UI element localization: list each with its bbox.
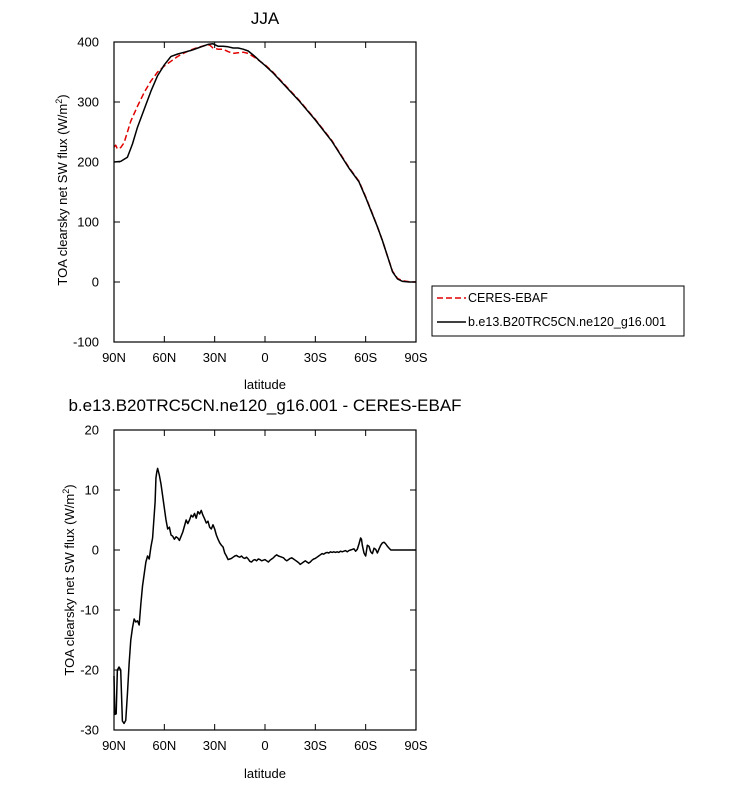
top-y-tick-label-4: 0 (92, 275, 99, 290)
bottom-y-axis-label: TOA clearsky net SW flux (W/m2) (61, 484, 77, 675)
top-series-line-1 (113, 43, 416, 283)
top-x-tick-label-2: 30N (203, 350, 227, 365)
top-line-chart: JJA TOA clearsky net SW flux (W/m2) lati… (54, 9, 685, 392)
top-chart-title: JJA (251, 9, 280, 28)
bottom-plot-frame (113, 429, 417, 731)
top-series-line-0 (113, 44, 417, 283)
svg-text:TOA clearsky net SW flux (W/m2: TOA clearsky net SW flux (W/m2) (61, 484, 77, 675)
top-y-tick-label-3: 100 (77, 215, 99, 230)
bottom-y-tick-label-1: 10 (85, 483, 99, 498)
top-x-tick-label-0: 90N (102, 350, 126, 365)
legend-label-model: b.e13.B20TRC5CN.ne120_g16.001 (468, 315, 666, 329)
top-x-axis-label: latitude (244, 377, 286, 392)
bottom-y-tick-label-3: -10 (80, 603, 99, 618)
top-y-axis-label: TOA clearsky net SW flux (W/m2) (54, 94, 70, 285)
top-x-tick-label-3: 0 (261, 350, 268, 365)
bottom-chart-title: b.e13.B20TRC5CN.ne120_g16.001 - CERES-EB… (68, 396, 461, 415)
top-y-tick-label-2: 200 (77, 155, 99, 170)
top-x-tick-label-4: 30S (304, 350, 327, 365)
bottom-x-tick-label-3: 0 (261, 738, 268, 753)
top-y-tick-label-0: 400 (77, 35, 99, 50)
bottom-x-tick-label-4: 30S (304, 738, 327, 753)
legend-box (431, 285, 685, 337)
top-plot-frame (113, 41, 417, 343)
bottom-x-tick-label-5: 60S (354, 738, 377, 753)
legend-label-ceres: CERES-EBAF (468, 291, 548, 305)
bottom-x-tick-label-1: 60N (152, 738, 176, 753)
difference-line-chart: b.e13.B20TRC5CN.ne120_g16.001 - CERES-EB… (61, 396, 462, 781)
bottom-x-tick-label-2: 30N (203, 738, 227, 753)
bottom-x-axis-label: latitude (244, 766, 286, 781)
bottom-y-tick-label-5: -30 (80, 723, 99, 738)
top-x-tick-label-6: 90S (404, 350, 427, 365)
bottom-x-tick-label-0: 90N (102, 738, 126, 753)
legend: CERES-EBAF b.e13.B20TRC5CN.ne120_g16.001 (431, 285, 685, 337)
bottom-series-line-0 (113, 467, 416, 725)
top-y-tick-label-5: -100 (73, 335, 99, 350)
bottom-y-tick-label-0: 20 (85, 423, 99, 438)
top-x-tick-label-5: 60S (354, 350, 377, 365)
svg-text:TOA clearsky net SW flux (W/m2: TOA clearsky net SW flux (W/m2) (54, 94, 70, 285)
bottom-y-tick-label-2: 0 (92, 543, 99, 558)
bottom-x-tick-label-6: 90S (404, 738, 427, 753)
top-x-tick-label-1: 60N (152, 350, 176, 365)
bottom-y-tick-label-4: -20 (80, 663, 99, 678)
top-y-tick-label-1: 300 (77, 95, 99, 110)
